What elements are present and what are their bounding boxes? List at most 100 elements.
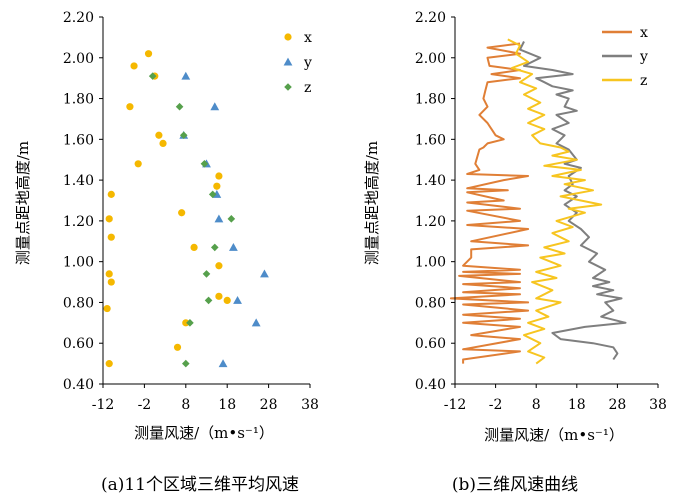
data-point-y xyxy=(218,359,228,368)
data-point-y xyxy=(214,214,224,223)
legend-label-z: z xyxy=(304,80,311,96)
y-tick-label: 1.20 xyxy=(63,214,94,230)
data-point-x xyxy=(107,278,115,286)
y-tick-label: 0.40 xyxy=(63,377,94,393)
data-point-z xyxy=(227,215,236,223)
data-point-x xyxy=(178,209,186,217)
x-tick-label: 28 xyxy=(608,397,626,413)
data-point-x xyxy=(155,131,163,139)
data-point-y xyxy=(210,102,220,111)
series-line-x xyxy=(449,42,530,364)
chart-b-x-axis-label: 测量风速/（m•s⁻¹） xyxy=(484,426,624,444)
data-point-x xyxy=(107,233,115,241)
data-point-x xyxy=(159,139,167,148)
data-point-x xyxy=(130,62,138,70)
y-tick-label: 1.60 xyxy=(415,132,446,148)
data-point-x xyxy=(213,182,221,190)
data-point-z xyxy=(208,190,217,199)
data-point-z xyxy=(186,319,194,327)
x-tick-label: 28 xyxy=(260,397,278,413)
x-tick-label: 8 xyxy=(181,397,190,413)
y-tick-label: 0.80 xyxy=(63,295,94,311)
data-point-x xyxy=(134,160,142,168)
y-tick-label: 1.60 xyxy=(63,132,94,148)
chart-a-axes xyxy=(102,17,310,385)
data-point-z xyxy=(179,131,188,140)
data-point-z xyxy=(182,359,190,368)
data-point-z xyxy=(175,102,184,111)
chart-a-caption: (a)11个区域三维平均风速 xyxy=(101,475,299,495)
y-tick-label: 0.40 xyxy=(415,377,446,393)
x-tick-label: 38 xyxy=(301,397,319,413)
data-point-x xyxy=(215,262,223,270)
legend-label-x: x xyxy=(640,25,648,41)
y-tick-label: 0.60 xyxy=(63,336,94,352)
data-point-x xyxy=(144,50,153,58)
data-point-x xyxy=(173,343,182,351)
y-tick-label: 1.00 xyxy=(415,255,446,271)
data-point-x xyxy=(190,243,198,251)
data-point-x xyxy=(105,215,113,223)
data-point-x xyxy=(223,296,231,305)
y-tick-label: 2.00 xyxy=(63,51,94,67)
legend-swatch-z xyxy=(284,83,292,91)
data-point-y xyxy=(229,242,238,251)
legend-swatch-y xyxy=(283,57,293,66)
y-tick-label: 0.60 xyxy=(415,336,446,352)
chart-a-x-axis-label: 测量风速/（m•s⁻¹） xyxy=(134,424,274,442)
chart-b-axes xyxy=(454,17,658,385)
chart-a-x-ticks: -12 -2 8 18 28 38 xyxy=(92,384,319,413)
chart-a-y-axis-label: 测量点距地高度/m xyxy=(14,141,32,265)
y-tick-label: 1.80 xyxy=(415,92,446,108)
data-point-x xyxy=(105,360,113,368)
y-tick-label: 1.00 xyxy=(63,255,94,271)
data-point-z xyxy=(204,296,213,305)
chart-a-y-ticks: 0.40 0.60 0.80 1.00 1.20 1.40 1.60 1.80 2.00 2.20 xyxy=(63,10,103,393)
chart-b-caption: (b)三维风速曲线 xyxy=(452,475,578,495)
data-point-z xyxy=(202,270,211,278)
data-point-y xyxy=(181,71,191,80)
chart-b-marks xyxy=(449,38,627,365)
x-tick-label: -2 xyxy=(138,397,152,413)
data-point-x xyxy=(107,190,115,198)
chart-a-legend: xyz xyxy=(283,30,312,96)
x-tick-label: 8 xyxy=(532,397,541,413)
y-tick-label: 1.20 xyxy=(415,214,446,230)
legend-label-y: y xyxy=(639,49,648,65)
x-tick-label: -12 xyxy=(92,397,115,413)
data-point-z xyxy=(148,72,157,80)
x-tick-label: -12 xyxy=(444,397,467,413)
chart-a-marks xyxy=(103,50,269,368)
legend-label-x: x xyxy=(304,30,312,46)
y-tick-label: 1.80 xyxy=(63,92,94,108)
data-point-x xyxy=(105,270,113,278)
chart-b-y-axis-label: 测量点距地高度/m xyxy=(363,141,381,265)
y-tick-label: 1.40 xyxy=(63,173,94,189)
x-tick-label: 38 xyxy=(649,397,667,413)
data-point-x xyxy=(182,319,190,327)
chart-b-x-ticks: -12 -2 8 18 28 38 xyxy=(444,384,667,413)
y-tick-label: 2.20 xyxy=(63,10,94,26)
legend-swatch-x xyxy=(284,33,292,41)
legend-label-y: y xyxy=(303,55,312,71)
chart-b-y-ticks: 0.40 0.60 0.80 1.00 1.20 1.40 1.60 1.80 2.00 2.20 xyxy=(415,10,455,393)
data-point-z xyxy=(210,243,219,252)
data-point-x xyxy=(126,103,134,111)
y-tick-label: 2.20 xyxy=(415,10,446,26)
series-line-y xyxy=(519,41,627,361)
x-tick-label: 18 xyxy=(218,397,236,413)
y-tick-label: 2.00 xyxy=(415,51,446,67)
chart-b-legend: xyz xyxy=(602,25,648,89)
series-line-z xyxy=(507,38,603,365)
chart-a: 0.40 0.60 0.80 1.00 1.20 1.40 1.60 1.80 2.00 2.20… xyxy=(14,10,319,495)
data-point-y xyxy=(233,296,242,304)
data-point-x xyxy=(215,172,223,180)
data-point-z xyxy=(200,160,209,168)
y-tick-label: 1.40 xyxy=(415,173,446,189)
chart-b: 0.40 0.60 0.80 1.00 1.20 1.40 1.60 1.80 2.00 2.20… xyxy=(363,10,667,495)
data-point-y xyxy=(251,318,261,327)
y-tick-label: 0.80 xyxy=(415,295,446,311)
data-point-y xyxy=(260,269,269,278)
x-tick-label: -2 xyxy=(489,397,503,413)
